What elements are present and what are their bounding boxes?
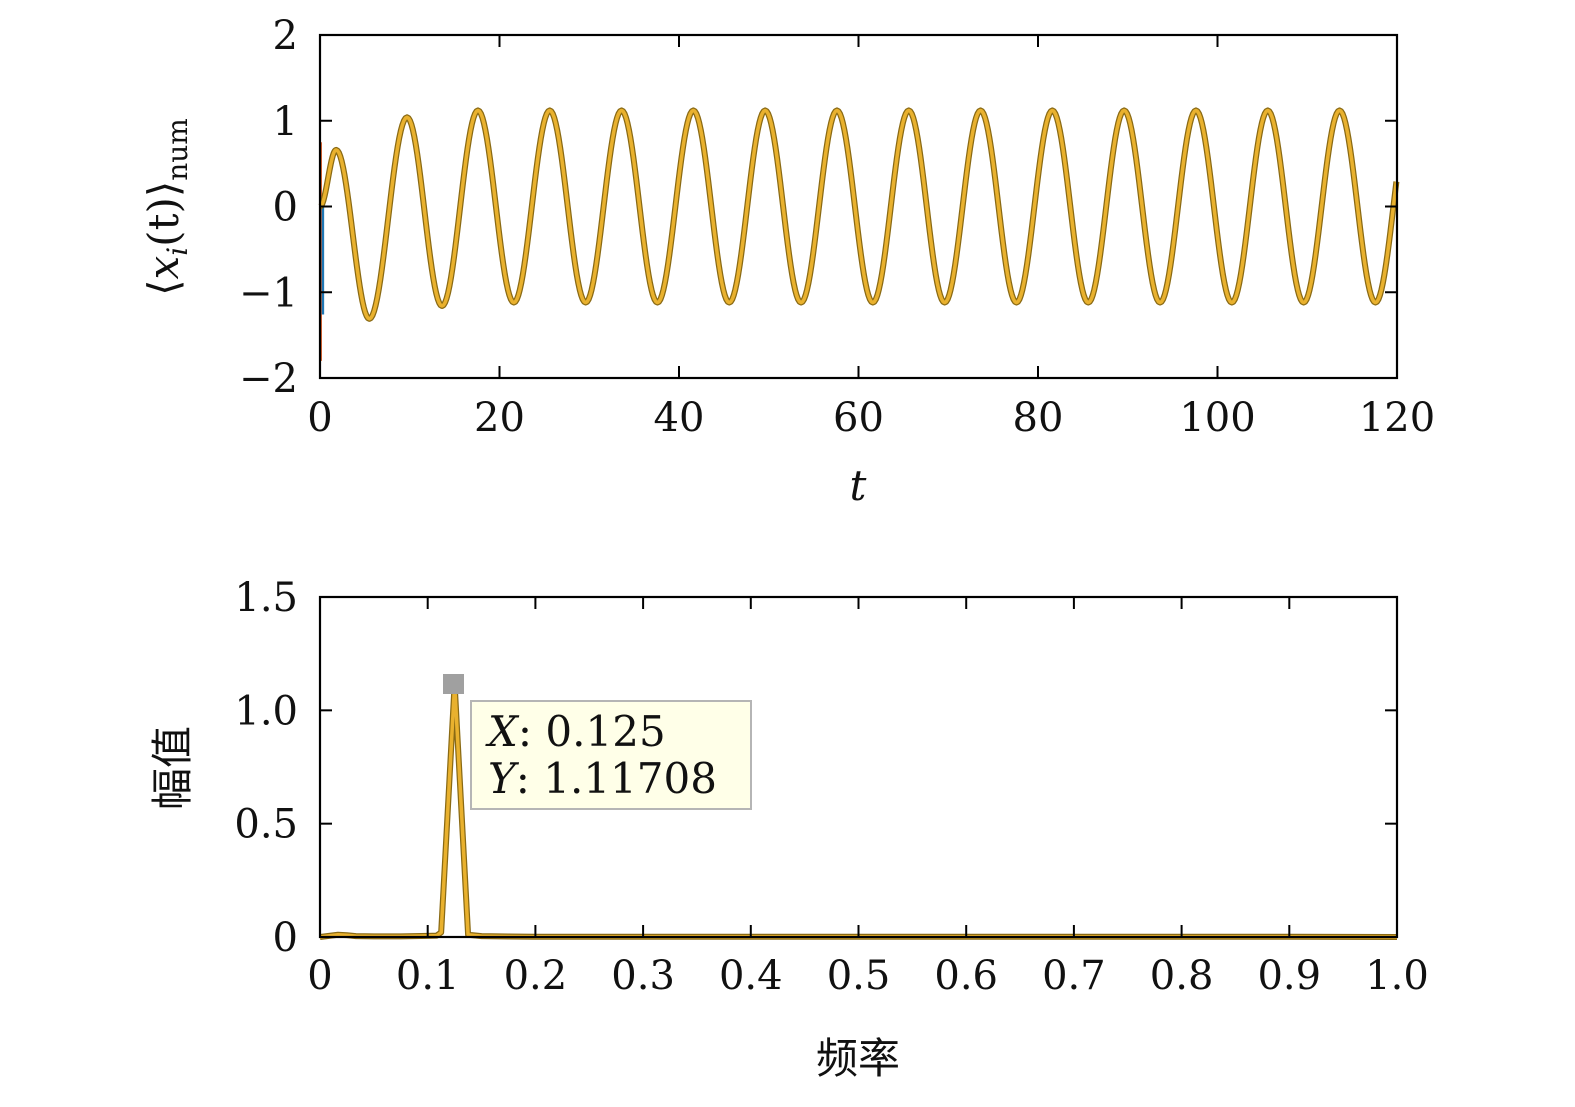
datatip-x-label: X — [485, 707, 520, 756]
plot2-x-tick-label: 0.4 — [719, 953, 783, 999]
plot2-x-tick-label: 0 — [307, 953, 332, 999]
plot1-y-tick-label: 0 — [273, 185, 298, 231]
plot1-x-tick-label: 60 — [833, 395, 884, 441]
plot2-x-tick-label: 0.1 — [396, 953, 460, 999]
plot2-x-tick-label: 0.5 — [827, 953, 891, 999]
plot1-y-tick-label: −1 — [239, 270, 298, 316]
datatip-x-value: 0.125 — [545, 707, 665, 756]
datatip-y-colon: : — [516, 754, 544, 803]
plot1-x-tick-label: 120 — [1359, 395, 1435, 441]
plot2-frame — [318, 595, 1399, 939]
plot1-y-tick-label: −2 — [239, 356, 298, 402]
spectrum-plot: 0 0.1 0.2 0.3 0.4 0.5 0.6 0.7 0.8 0.9 1.0 1.5 1.0 0.… — [148, 575, 1429, 1083]
ylabel-index: i — [161, 247, 194, 256]
plot1-background — [320, 35, 1397, 378]
plot1-y-tick-label: 2 — [273, 13, 298, 59]
plot2-x-tick-label: 1.0 — [1365, 953, 1429, 999]
ylabel-subscript: num — [161, 118, 194, 181]
datatip-box — [470, 700, 752, 810]
datatip-y-line: Y: 1.11708 — [488, 754, 717, 803]
plot1-x-tick-label: 40 — [654, 395, 705, 441]
datatip-y-label: Y — [488, 754, 520, 803]
plot2-x-tick-label: 0.2 — [504, 953, 568, 999]
plot1-y-tick-labels: 2 1 0 −1 −2 — [239, 13, 298, 402]
datatip-x-colon: : — [518, 707, 546, 756]
plot2-y-tick-labels: 1.5 1.0 0.5 0 — [234, 575, 298, 961]
plot2-x-tick-label: 0.6 — [934, 953, 998, 999]
plot2-y-axis-label: 幅值 — [148, 726, 197, 810]
plot2-y-tick-label: 0 — [273, 915, 298, 961]
datatip-y-value: 1.11708 — [543, 754, 717, 803]
plot1-x-tick-label: 80 — [1013, 395, 1064, 441]
plot2-x-tick-label: 0.7 — [1042, 953, 1106, 999]
plot2-x-tick-label: 0.9 — [1257, 953, 1321, 999]
plot2-x-tick-labels: 0 0.1 0.2 0.3 0.4 0.5 0.6 0.7 0.8 0.9 1.0 — [307, 953, 1429, 999]
ylabel-variable: x — [139, 255, 188, 279]
datatip[interactable]: X: 0.125 Y: 1.11708 — [443, 674, 752, 810]
plot1-series-line — [318, 108, 1399, 321]
plot1-x-tick-label: 0 — [307, 395, 332, 441]
plot1-y-axis-label-text: ⟨xi(t)⟩num — [139, 118, 194, 296]
time-series-plot: 0 20 40 60 80 100 120 2 1 0 −1 −2 t ⟨xi(t)⟩num — [139, 13, 1435, 510]
ylabel-open-bracket: ⟨ — [139, 279, 188, 295]
plot1-x-axis-label: t — [850, 461, 867, 510]
plot1-frame — [318, 33, 1399, 380]
ylabel-arguments: (t) — [139, 197, 188, 247]
plot1-x-tick-label: 20 — [474, 395, 525, 441]
plot2-y-tick-label: 0.5 — [234, 802, 298, 848]
plot2-x-tick-label: 0.8 — [1150, 953, 1214, 999]
datatip-marker[interactable] — [443, 674, 464, 694]
plot2-x-tick-label: 0.3 — [611, 953, 675, 999]
plot2-y-tick-label: 1.0 — [234, 688, 298, 734]
plot1-x-tick-labels: 0 20 40 60 80 100 120 — [307, 395, 1435, 441]
plot1-y-axis-label: ⟨xi(t)⟩num — [139, 118, 194, 296]
plot2-y-tick-label: 1.5 — [234, 575, 298, 621]
plot1-y-tick-label: 1 — [273, 99, 298, 145]
plot2-x-axis-label: 频率 — [816, 1034, 900, 1083]
datatip-x-line: X: 0.125 — [485, 707, 666, 756]
plot1-x-tick-label: 100 — [1179, 395, 1255, 441]
ylabel-close-bracket: ⟩ — [139, 181, 188, 197]
